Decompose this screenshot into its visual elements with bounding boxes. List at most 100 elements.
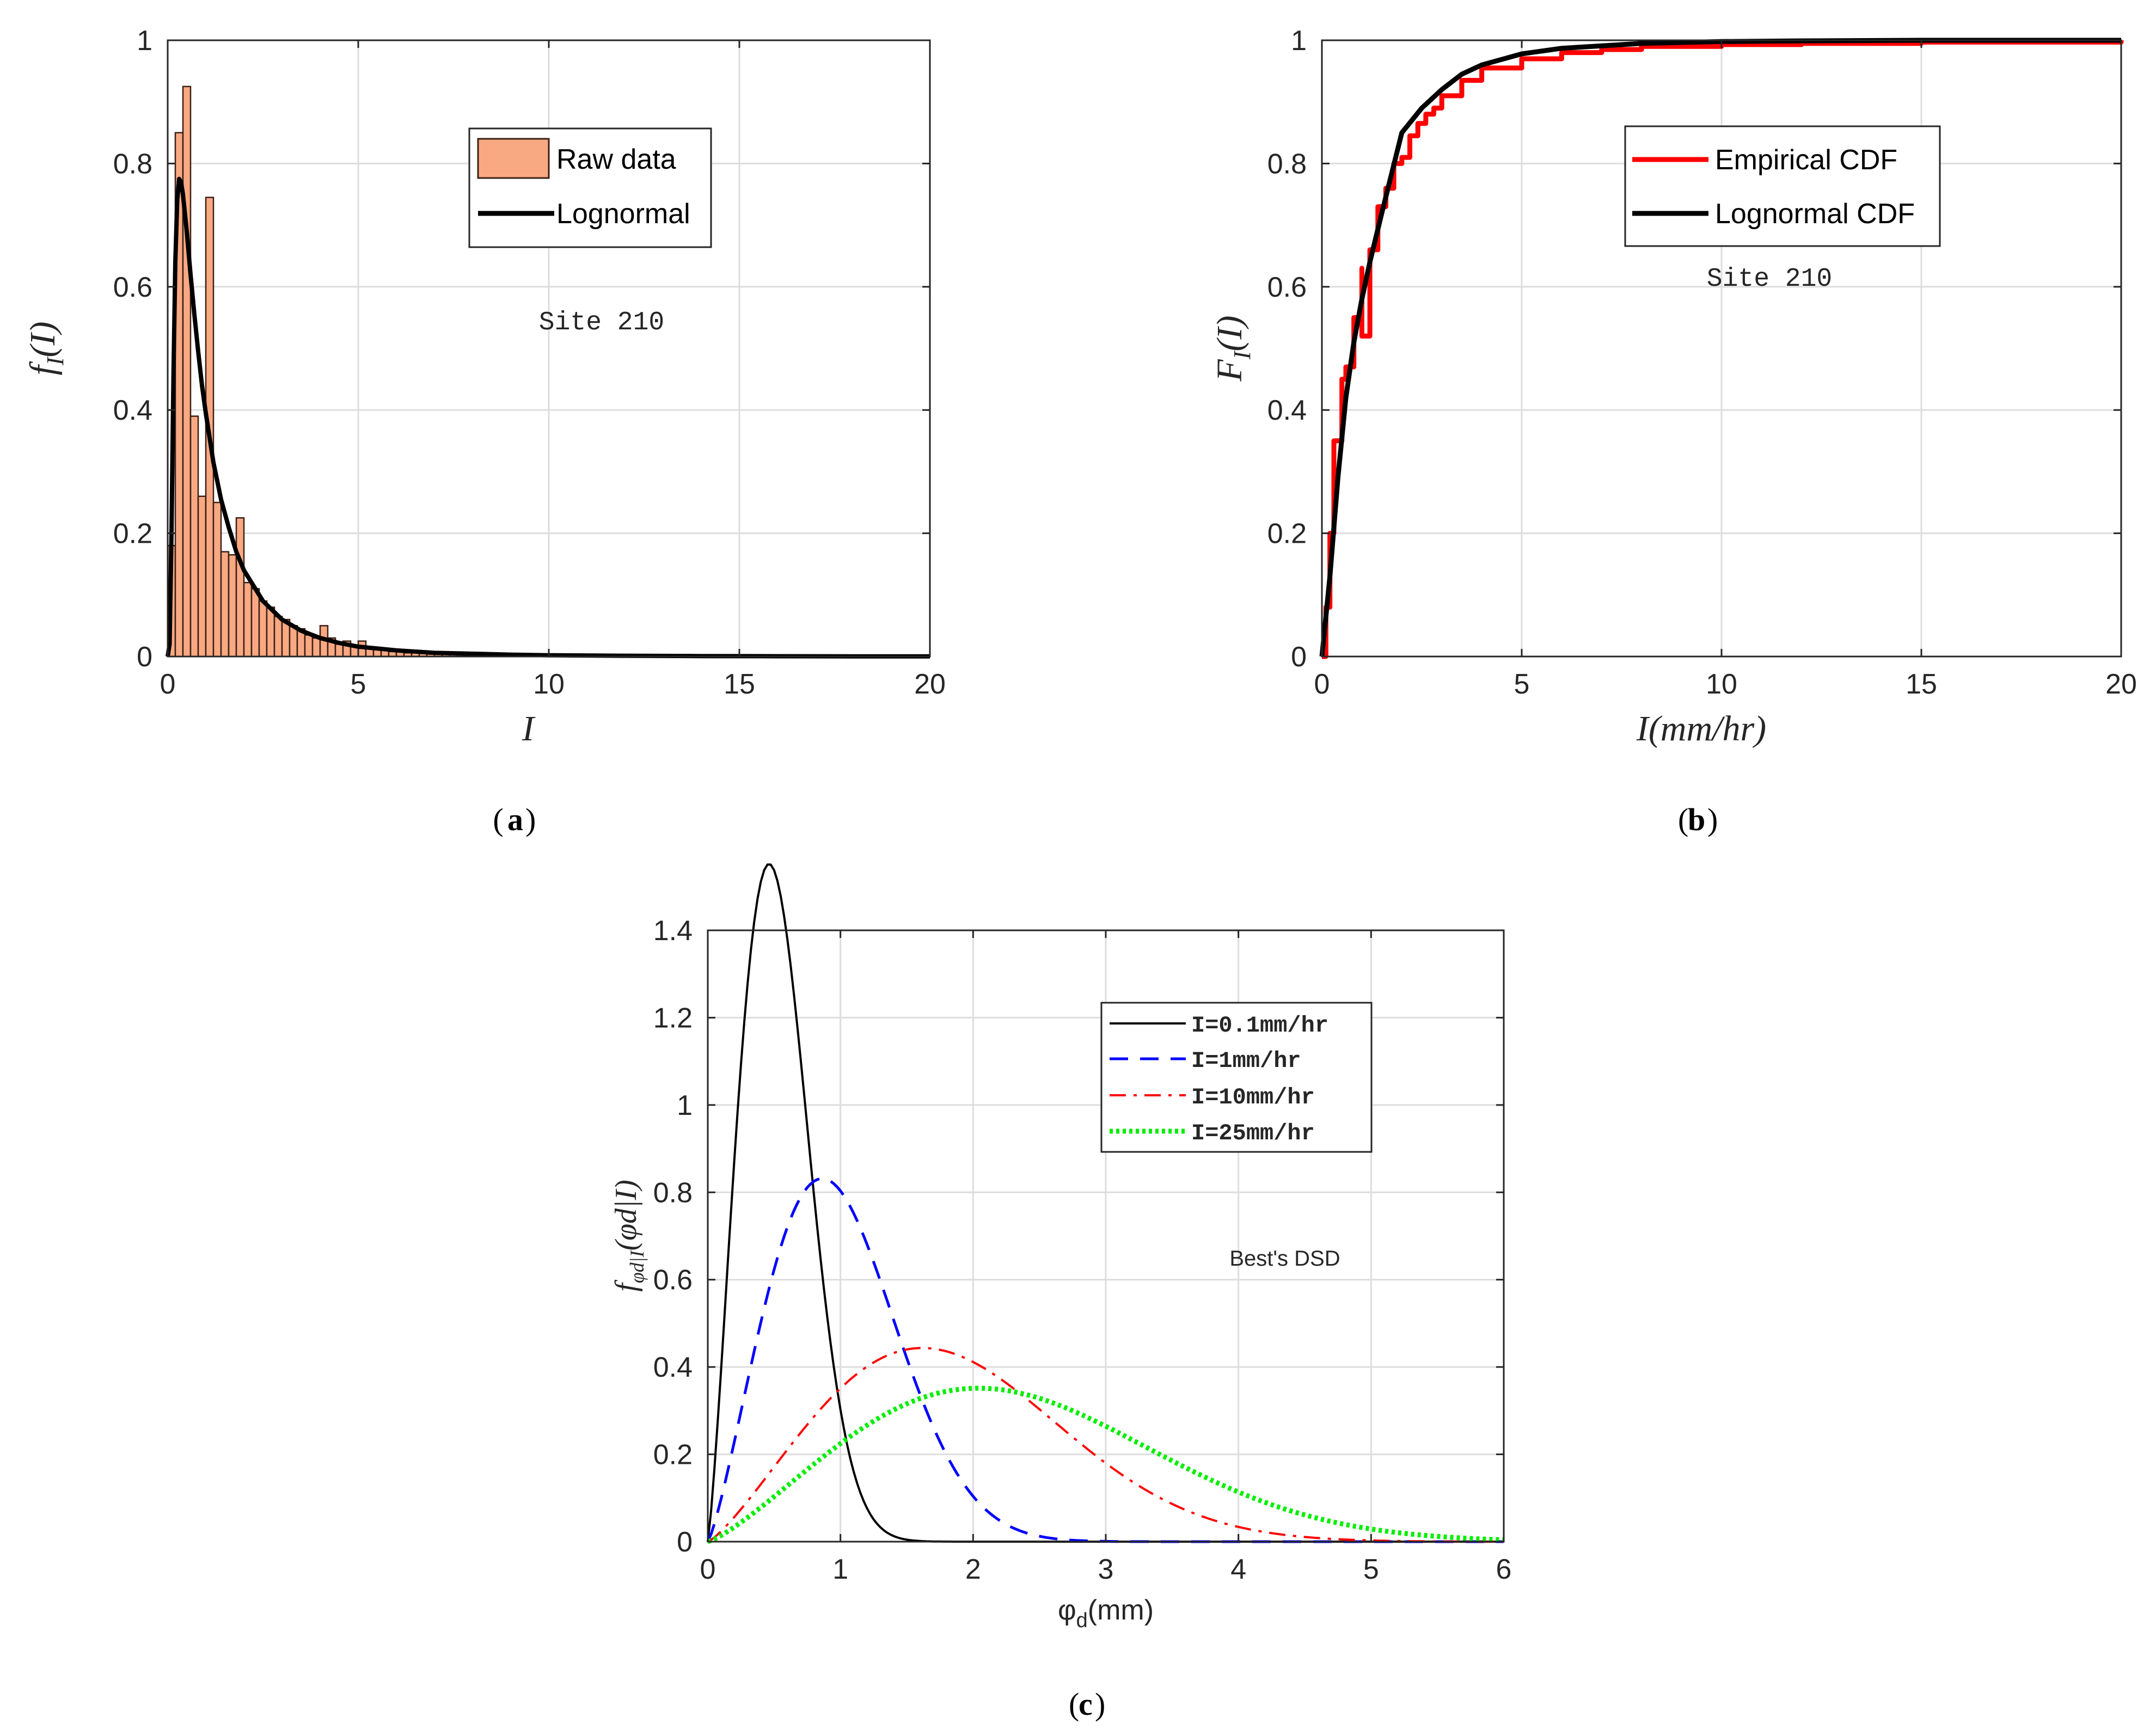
y-axis-label: fI(I) xyxy=(23,322,69,376)
legend-box xyxy=(1100,1002,1373,1153)
y-tick-label: 0 xyxy=(677,1526,693,1558)
y-tick-label: 0.6 xyxy=(653,1265,693,1296)
y-tick-label: 0 xyxy=(137,641,152,673)
legend-label: I=25mm/hr xyxy=(1191,1120,1315,1146)
x-tick-label: 2 xyxy=(965,1554,981,1585)
y-tick-label: 0.8 xyxy=(653,1177,693,1209)
series-line-lognormal-cdf xyxy=(1319,38,2121,657)
x-tick-label: 6 xyxy=(1496,1554,1512,1585)
y-axis-label: fφd|I(φd|I) xyxy=(609,1180,648,1292)
histogram-bar xyxy=(334,643,344,658)
histogram-bar xyxy=(228,554,237,658)
y-axis-label-rest: (I) xyxy=(1210,316,1250,352)
y-tick-label: 0.2 xyxy=(653,1439,693,1471)
histogram-bar xyxy=(266,606,275,658)
panel-label-b: ( xyxy=(1678,802,1688,837)
histogram-bar xyxy=(235,517,245,658)
y-tick-label: 0.4 xyxy=(1267,395,1307,426)
x-axis-label: φd(mm) xyxy=(1058,1594,1154,1632)
y-axis-label-rest: (I) xyxy=(23,322,63,358)
x-tick-label: 0 xyxy=(1314,668,1330,700)
y-tick-label: 0.8 xyxy=(113,148,152,180)
y-tick-label: 1.4 xyxy=(653,915,693,947)
x-tick-label: 5 xyxy=(1363,1554,1379,1585)
histogram-bar xyxy=(243,581,253,658)
y-tick-label: 0.4 xyxy=(653,1352,693,1383)
x-tick-label: 15 xyxy=(724,668,755,700)
y-axis-label: FI(I) xyxy=(1210,316,1255,382)
series-line-lognormal xyxy=(166,176,930,659)
y-axis-label-sub: I xyxy=(42,356,69,366)
histogram-bar xyxy=(197,495,207,658)
series-line-i-25 xyxy=(707,1385,1504,1544)
legend-label: Empirical CDF xyxy=(1715,144,1897,176)
x-tick-label: 0 xyxy=(700,1554,716,1585)
legend: I=0.1mm/hr I=1mm/hr I=10mm/hr I=25mm/hr xyxy=(1100,1002,1373,1153)
histogram-bar xyxy=(258,600,268,658)
series-line-empirical-cdf xyxy=(1322,39,2124,659)
x-tick-label: 10 xyxy=(1706,668,1737,700)
histogram-bar xyxy=(220,551,230,658)
x-axis-label-rest: (mm) xyxy=(1088,1594,1154,1626)
x-axis-label: I(mm/hr) xyxy=(1636,709,1766,749)
y-tick-label: 0.6 xyxy=(113,272,152,303)
chart-b: 0 5 10 15 20 0 0.2 0.4 0.6 0.8 1 Site 210 Empirical … xyxy=(1210,25,2137,837)
chart-a: 0 5 10 15 20 0 0.2 0.4 0.6 0.8 1 Site 210 Raw data Lo… xyxy=(23,25,946,837)
annotation: Site 210 xyxy=(1707,265,1832,294)
histogram-bar xyxy=(289,625,298,658)
legend-swatch-raw-data xyxy=(477,138,550,179)
y-tick-label: 1 xyxy=(137,25,152,57)
x-tick-label: 3 xyxy=(1098,1554,1114,1585)
y-axis-label-sub: I xyxy=(1229,350,1255,360)
legend-box xyxy=(1624,125,1941,247)
y-tick-label: 1.2 xyxy=(653,1002,693,1034)
chart-c: 0 1 2 3 4 5 6 0 0.2 0.4 0.6 0.8 1 1.2 1.4 Best's DSD I=0… xyxy=(609,863,1512,1722)
legend-label: I=0.1mm/hr xyxy=(1191,1013,1328,1039)
y-tick-label: 0 xyxy=(1291,641,1307,673)
panel-label-b-letter: b xyxy=(1688,802,1705,837)
y-tick-label: 0.2 xyxy=(113,518,152,550)
x-tick-label: 5 xyxy=(1514,668,1530,700)
panel-label-c: ( xyxy=(1069,1686,1079,1722)
histogram-bar xyxy=(212,501,222,658)
y-tick-label: 0.2 xyxy=(1267,518,1307,550)
legend-label: I=10mm/hr xyxy=(1191,1084,1315,1111)
panel-label-a-close: ) xyxy=(525,802,536,837)
x-axis-label: I xyxy=(522,709,536,749)
y-tick-label: 0.4 xyxy=(113,395,152,426)
x-tick-label: 0 xyxy=(160,668,176,700)
histogram-bar xyxy=(304,634,314,658)
x-tick-label: 20 xyxy=(2105,668,2137,700)
x-tick-label: 15 xyxy=(1906,668,1937,700)
x-tick-label: 10 xyxy=(533,668,565,700)
histogram-bar xyxy=(189,415,199,658)
legend-label: Lognormal CDF xyxy=(1715,198,1915,230)
x-tick-label: 1 xyxy=(832,1554,848,1585)
legend-label: I=1mm/hr xyxy=(1191,1048,1301,1074)
x-tick-label: 20 xyxy=(914,668,946,700)
y-tick-label: 0.6 xyxy=(1267,272,1307,303)
legend-label: Lognormal xyxy=(556,198,690,230)
y-tick-label: 0.8 xyxy=(1267,148,1307,180)
panel-label-b-close: ) xyxy=(1707,802,1718,837)
x-tick-label: 5 xyxy=(351,668,366,700)
annotation: Best's DSD xyxy=(1229,1247,1340,1271)
y-axis-label-sub: φd|I xyxy=(626,1249,648,1283)
legend: Raw data Lognormal xyxy=(468,127,712,248)
x-tick-label: 4 xyxy=(1230,1554,1246,1585)
x-axis-label-sub: d xyxy=(1076,1609,1088,1632)
panel-label-c-close: ) xyxy=(1095,1686,1105,1722)
y-axis-label-rest: (φd|I) xyxy=(609,1180,643,1250)
panel-label-a: ( xyxy=(493,802,503,837)
y-tick-label: 1 xyxy=(1291,25,1307,57)
y-tick-label: 1 xyxy=(677,1090,693,1121)
histogram-bar xyxy=(273,616,283,658)
histogram-bar xyxy=(250,588,260,658)
panel-label-c-letter: c xyxy=(1079,1686,1093,1722)
histogram-bar xyxy=(182,85,192,658)
legend: Empirical CDF Lognormal CDF xyxy=(1624,125,1941,247)
panel-label-a-letter: a xyxy=(507,802,523,837)
annotation: Site 210 xyxy=(539,308,664,338)
legend-label: Raw data xyxy=(556,144,676,175)
